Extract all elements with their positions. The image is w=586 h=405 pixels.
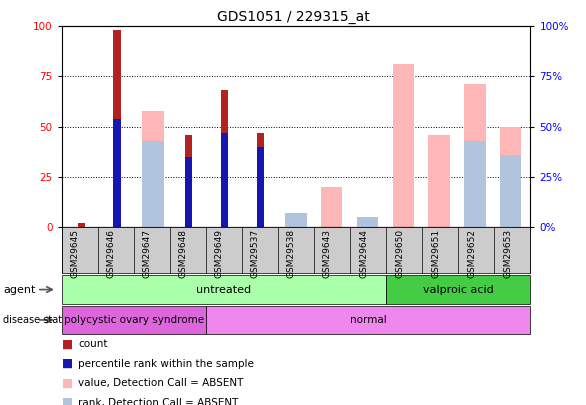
- Text: GSM29645: GSM29645: [70, 229, 80, 278]
- Text: untreated: untreated: [196, 285, 251, 294]
- Bar: [464, 85, 486, 227]
- Text: GSM29652: GSM29652: [467, 229, 476, 278]
- Text: disease state: disease state: [3, 315, 68, 325]
- Bar: [321, 187, 342, 227]
- Text: agent: agent: [3, 285, 35, 294]
- Bar: [393, 64, 414, 227]
- Bar: [428, 134, 450, 227]
- Text: polycystic ovary syndrome: polycystic ovary syndrome: [64, 315, 204, 325]
- Bar: [114, 119, 121, 227]
- Text: valproic acid: valproic acid: [423, 285, 493, 294]
- Bar: [464, 141, 486, 227]
- Text: GSM29643: GSM29643: [323, 229, 332, 278]
- Text: value, Detection Call = ABSENT: value, Detection Call = ABSENT: [78, 378, 243, 388]
- Bar: [221, 132, 228, 227]
- Bar: [114, 30, 121, 227]
- Bar: [142, 111, 163, 227]
- Text: ■: ■: [62, 338, 73, 351]
- Bar: [221, 90, 228, 227]
- Text: GSM29646: GSM29646: [107, 229, 115, 278]
- Bar: [185, 134, 192, 227]
- Text: ■: ■: [62, 377, 73, 390]
- Bar: [142, 141, 163, 227]
- Text: ■: ■: [62, 357, 73, 370]
- Text: GSM29647: GSM29647: [142, 229, 152, 278]
- Bar: [185, 157, 192, 227]
- Text: GSM29650: GSM29650: [395, 229, 404, 278]
- Bar: [77, 223, 85, 227]
- Bar: [500, 126, 522, 227]
- Text: GSM29538: GSM29538: [287, 229, 296, 278]
- Text: GSM29651: GSM29651: [431, 229, 440, 278]
- Text: rank, Detection Call = ABSENT: rank, Detection Call = ABSENT: [78, 398, 239, 405]
- Bar: [357, 217, 378, 227]
- Text: GSM29537: GSM29537: [251, 229, 260, 278]
- Text: count: count: [78, 339, 107, 349]
- Text: ■: ■: [62, 396, 73, 405]
- Bar: [285, 213, 306, 227]
- Bar: [257, 147, 264, 227]
- Bar: [257, 132, 264, 227]
- Text: percentile rank within the sample: percentile rank within the sample: [78, 359, 254, 369]
- Text: GDS1051 / 229315_at: GDS1051 / 229315_at: [217, 10, 369, 24]
- Text: GSM29648: GSM29648: [179, 229, 188, 278]
- Text: GSM29649: GSM29649: [215, 229, 224, 278]
- Text: normal: normal: [350, 315, 386, 325]
- Text: GSM29644: GSM29644: [359, 229, 368, 278]
- Bar: [500, 155, 522, 227]
- Text: GSM29653: GSM29653: [503, 229, 512, 278]
